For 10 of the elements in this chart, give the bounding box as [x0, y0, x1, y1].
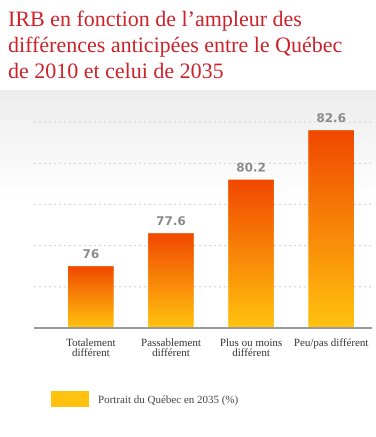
x-tick-label: Peu/pas différent: [294, 337, 368, 349]
chart-title: IRB en fonction de l’ampleur des différences anticipées entre le Québec de 2010 et celui de 2035: [8, 6, 343, 83]
data-label: 80.2: [236, 160, 266, 175]
x-tick-label: Totalement différent: [66, 337, 116, 359]
data-label: 82.6: [316, 111, 346, 126]
legend-label: Portrait du Québec en 2035 (%): [98, 394, 239, 406]
x-tick-label: Passablement différent: [141, 337, 201, 359]
data-label: 76: [82, 247, 100, 262]
x-tick-label: Plus ou moins différent: [220, 337, 282, 359]
data-label: 77.6: [156, 214, 186, 228]
